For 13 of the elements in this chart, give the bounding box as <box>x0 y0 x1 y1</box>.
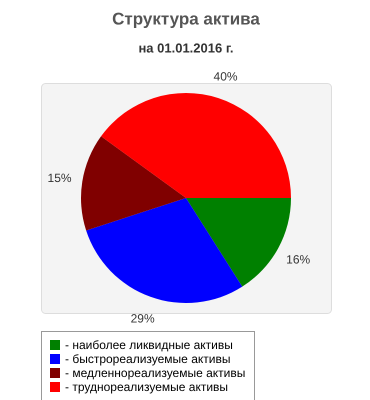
legend-label: - быстрореализуемые активы <box>65 352 230 366</box>
pie-slice <box>81 136 186 230</box>
data-label: 40% <box>214 69 238 84</box>
data-label: 15% <box>48 170 72 185</box>
legend-label: - медленнореализуемые активы <box>65 366 246 380</box>
chart-subtitle: на 01.01.2016 г. <box>138 40 234 56</box>
legend-label: - труднореализуемые активы <box>65 380 228 394</box>
chart-title: Структура актива <box>112 9 260 28</box>
data-label: 16% <box>286 252 310 267</box>
legend-label: - наиболее ликвидные активы <box>65 338 233 352</box>
pie-slice <box>86 198 242 303</box>
data-label: 29% <box>130 311 155 326</box>
pie-slice <box>101 93 291 198</box>
